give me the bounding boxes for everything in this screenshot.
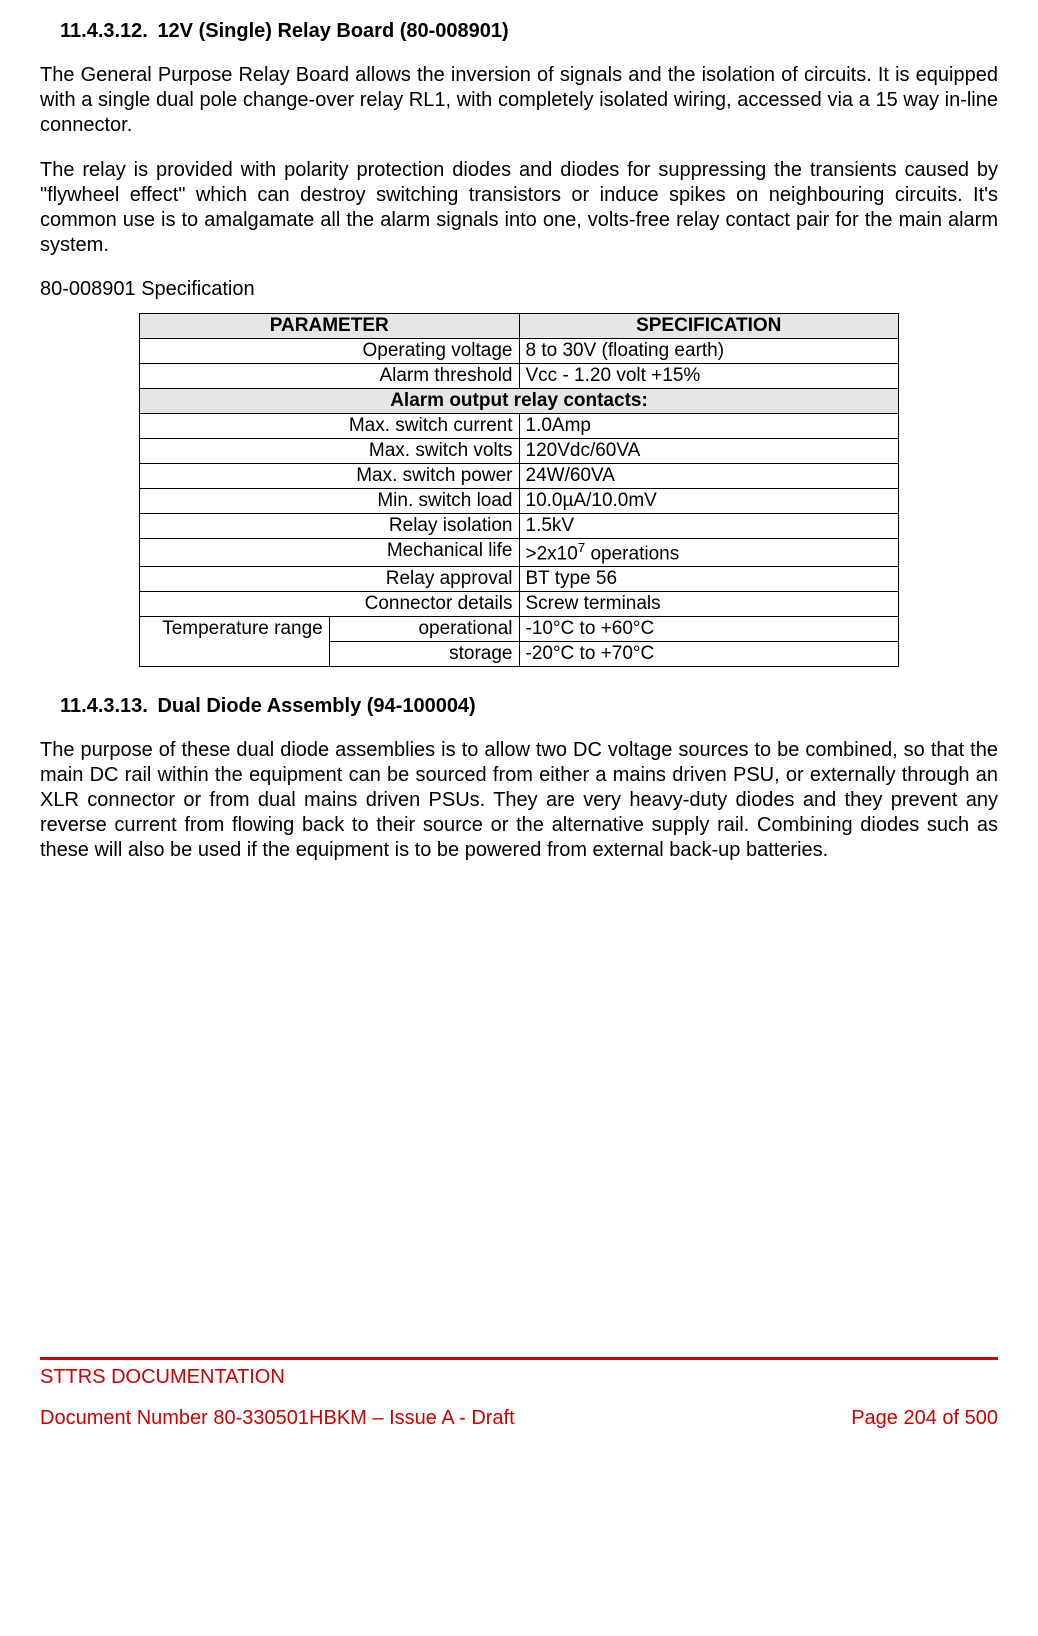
header-parameter: PARAMETER <box>140 314 520 339</box>
table-row: Max. switch current 1.0Amp <box>140 414 899 439</box>
param-cell: Min. switch load <box>140 489 520 514</box>
val-cell: BT type 56 <box>519 567 899 592</box>
param-cell: Max. switch volts <box>140 439 520 464</box>
val-cell: -20°C to +70°C <box>519 642 899 667</box>
param-cell: Connector details <box>140 592 520 617</box>
param-cell: Alarm threshold <box>140 364 520 389</box>
group-cell: Temperature range <box>140 617 330 667</box>
section2-para1: The purpose of these dual diode assembli… <box>40 738 998 863</box>
section-title-2: Dual Diode Assembly (94-100004) <box>157 695 475 717</box>
table-row: Operating voltage 8 to 30V (floating ear… <box>140 339 899 364</box>
section-number-1: 11.4.3.12. <box>60 20 148 43</box>
table-section-row: Alarm output relay contacts: <box>140 389 899 414</box>
val-cell: 1.5kV <box>519 514 899 539</box>
section-row-cell: Alarm output relay contacts: <box>140 389 899 414</box>
sub-param-cell: storage <box>329 642 519 667</box>
param-cell: Mechanical life <box>140 539 520 567</box>
table-row: Mechanical life >2x107 operations <box>140 539 899 567</box>
val-cell: Vcc - 1.20 volt +15% <box>519 364 899 389</box>
param-cell: Max. switch current <box>140 414 520 439</box>
section1-para2: The relay is provided with polarity prot… <box>40 158 998 258</box>
table-row: Temperature range operational -10°C to +… <box>140 617 899 642</box>
param-cell: Relay approval <box>140 567 520 592</box>
table-row: Relay isolation 1.5kV <box>140 514 899 539</box>
val-cell: >2x107 operations <box>519 539 899 567</box>
section-heading-2: 11.4.3.13. Dual Diode Assembly (94-10000… <box>40 695 998 718</box>
param-cell: Relay isolation <box>140 514 520 539</box>
val-suffix: operations <box>585 543 679 564</box>
spec-label: 80-008901 Specification <box>40 278 998 301</box>
val-cell: 120Vdc/60VA <box>519 439 899 464</box>
section-number-2: 11.4.3.13. <box>60 695 148 718</box>
val-cell: Screw terminals <box>519 592 899 617</box>
footer-divider <box>40 1357 998 1360</box>
val-cell: -10°C to +60°C <box>519 617 899 642</box>
footer-row: Document Number 80-330501HBKM – Issue A … <box>40 1407 998 1430</box>
header-specification: SPECIFICATION <box>519 314 899 339</box>
table-row: Min. switch load 10.0µA/10.0mV <box>140 489 899 514</box>
table-row: Max. switch power 24W/60VA <box>140 464 899 489</box>
param-cell: Max. switch power <box>140 464 520 489</box>
val-cell: 8 to 30V (floating earth) <box>519 339 899 364</box>
section-heading-1: 11.4.3.12. 12V (Single) Relay Board (80-… <box>40 20 998 43</box>
sub-param-cell: operational <box>329 617 519 642</box>
param-cell: Operating voltage <box>140 339 520 364</box>
footer-title: STTRS DOCUMENTATION <box>40 1366 998 1389</box>
footer-doc-number: Document Number 80-330501HBKM – Issue A … <box>40 1407 515 1430</box>
page-footer: STTRS DOCUMENTATION Document Number 80-3… <box>40 1357 998 1430</box>
val-prefix: >2x10 <box>526 543 578 564</box>
val-cell: 10.0µA/10.0mV <box>519 489 899 514</box>
table-row: Relay approval BT type 56 <box>140 567 899 592</box>
table-row: Alarm threshold Vcc - 1.20 volt +15% <box>140 364 899 389</box>
footer-page-number: Page 204 of 500 <box>851 1407 998 1430</box>
table-row: Connector details Screw terminals <box>140 592 899 617</box>
val-cell: 1.0Amp <box>519 414 899 439</box>
section-title-1: 12V (Single) Relay Board (80-008901) <box>157 20 508 42</box>
section1-para1: The General Purpose Relay Board allows t… <box>40 63 998 138</box>
val-cell: 24W/60VA <box>519 464 899 489</box>
spec-table: PARAMETER SPECIFICATION Operating voltag… <box>139 313 899 667</box>
table-row: Max. switch volts 120Vdc/60VA <box>140 439 899 464</box>
